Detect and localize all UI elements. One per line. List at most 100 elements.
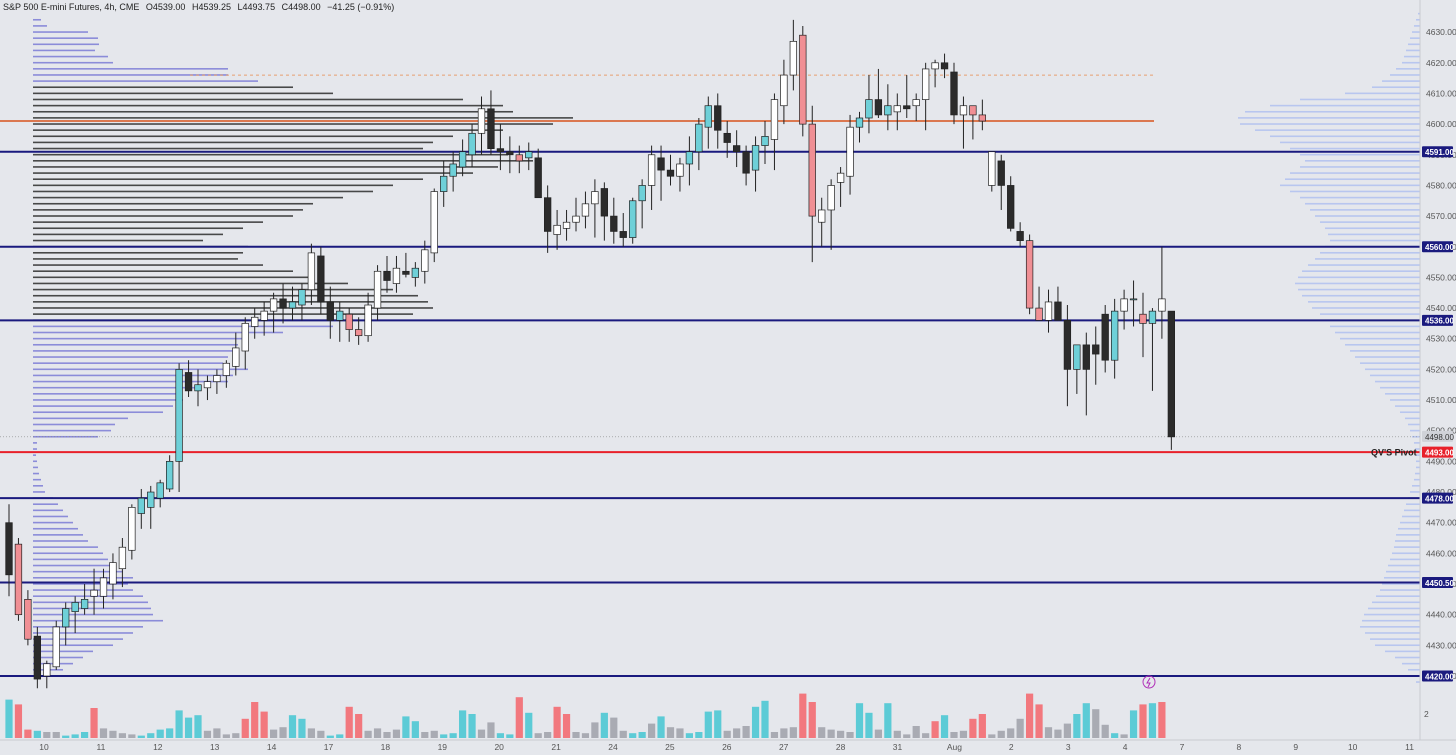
candle-body [52,626,60,668]
candle-body [562,221,571,229]
candle [166,455,174,493]
profile-bar [1364,613,1420,616]
profile-bar [33,258,238,260]
time-tick-label: 10 [39,742,49,752]
candle [194,369,202,407]
candle [203,375,212,401]
volume-bar [1016,718,1024,738]
volume-bar [392,729,401,738]
candle [326,286,334,339]
profile-bar [1370,374,1420,377]
profile-bar [1255,129,1420,131]
profile-bar [1302,294,1420,297]
profile-bar [1290,172,1420,174]
profile-bar [1388,564,1420,567]
volume-bar [931,721,939,738]
candle-body [317,255,325,303]
volume-bar [440,734,448,738]
profile-bar [33,491,45,493]
candle-body [62,608,70,628]
profile-bar [1360,362,1420,364]
profile-bar [1390,74,1420,76]
volume-bar [600,712,608,738]
time-tick-label: Aug [947,742,962,752]
candle [392,255,401,293]
profile-bar [33,239,203,242]
profile-bar [1298,276,1420,279]
candle [364,292,372,342]
profile-bar [33,86,293,89]
candle [43,660,51,689]
profile-bar [1384,576,1420,579]
profile-bar [33,264,263,266]
candle-body [855,117,864,128]
volume-bar [421,732,429,738]
candle [704,96,712,149]
volume-bar [81,732,89,738]
volume-bar [751,706,760,738]
volume-bar [260,711,268,738]
profile-bar [33,472,39,475]
profile-bar [33,92,333,95]
volume-bar [1073,714,1081,738]
candle-body [1148,310,1157,324]
time-tick-label: 24 [608,742,618,752]
profile-bar [1365,368,1420,371]
volume-bar [5,699,13,738]
volume-bar [922,733,930,738]
profile-bar [33,374,233,377]
profile-bar [33,331,283,334]
profile-bar [1382,583,1420,585]
profile-bar [1320,221,1420,223]
profile-bar [1415,448,1420,450]
candle-body [1007,185,1015,229]
profile-bar [1315,258,1420,260]
profile-bar [1402,61,1420,64]
volume-bar [1120,734,1128,738]
candle-body [903,105,911,110]
profile-bar [1308,301,1420,303]
candle-body [411,267,419,278]
candle-body [71,602,79,612]
profile-bar [1350,350,1420,352]
candle-body [80,598,89,609]
profile-bar [1402,662,1420,665]
candle [118,538,127,588]
candle [373,265,382,321]
candle [827,179,835,250]
volume-bar [988,734,996,738]
ohlc-open: O4539.00 [145,2,186,12]
candle-body [534,157,542,199]
lightning-icon-ring [1142,675,1156,689]
volume-bar [364,730,372,738]
candle-body [1054,301,1062,321]
candle [676,157,684,192]
candle-body [732,145,741,153]
level-price-badge [1422,492,1453,504]
profile-bar [1330,325,1420,328]
profile-bar [33,460,37,463]
time-tick-label: 13 [210,742,220,752]
profile-bar [1305,202,1420,205]
price-tick-label: 4460.00 [1426,548,1456,558]
candle-body [657,157,665,171]
profile-bar [33,153,508,156]
volume-bar [1007,728,1015,738]
profile-bar [1298,288,1420,291]
candle-body [1016,231,1024,241]
price-tick-label: 4580.00 [1426,180,1456,190]
volume-bar [723,730,731,738]
candle-body [969,105,977,116]
level-price-label: 4478.00 [1425,494,1454,503]
candle [751,136,760,192]
volume-bar [222,734,230,738]
candle-body [241,323,249,352]
time-tick-label: 19 [438,742,448,752]
candle [1073,344,1081,394]
volume-bar [298,718,306,738]
candle [90,568,98,615]
candle-body [893,105,901,113]
candle [1063,305,1072,407]
